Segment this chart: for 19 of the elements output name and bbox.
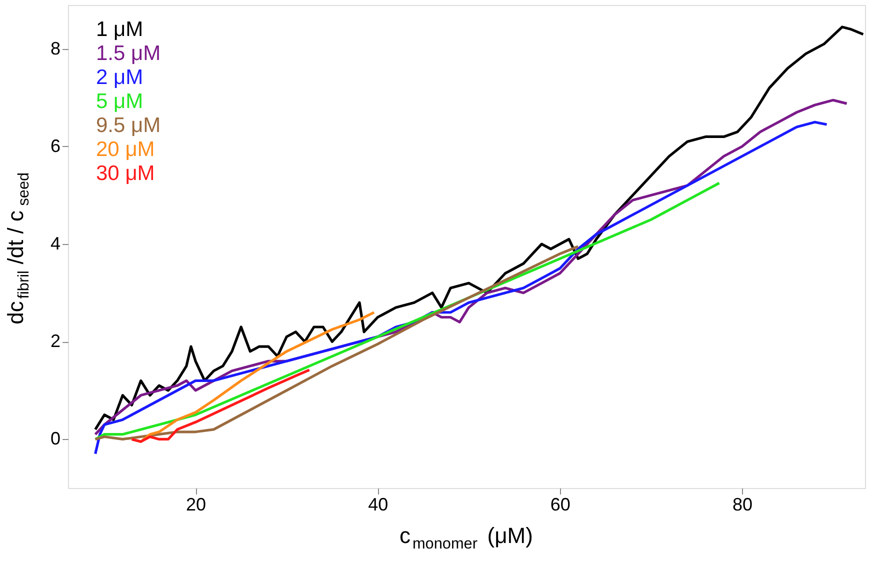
- x-tick-label: 40: [368, 494, 388, 514]
- y-tick-label: 6: [50, 136, 60, 156]
- x-tick-label: 20: [186, 494, 206, 514]
- x-tick-label: 80: [732, 494, 753, 514]
- y-tick-label: 8: [50, 38, 60, 58]
- text: 5 μM: [96, 90, 144, 113]
- text: 1.5 μM: [96, 42, 161, 65]
- x-tick-label: 60: [550, 494, 570, 514]
- text: 9.5 μM: [96, 114, 161, 137]
- y-tick-label: 4: [50, 234, 60, 254]
- text: 1 μM: [96, 18, 144, 41]
- y-tick-label: 2: [50, 331, 60, 352]
- y-tick-label: 0: [50, 428, 60, 449]
- line-series: [94, 245, 580, 441]
- text: 2 μM: [96, 66, 144, 89]
- text: 20 μM: [96, 138, 155, 161]
- y-axis-title: dcfibril/dt / cseed: [3, 172, 33, 324]
- line-series: [130, 368, 311, 443]
- text: 30 μM: [96, 162, 155, 185]
